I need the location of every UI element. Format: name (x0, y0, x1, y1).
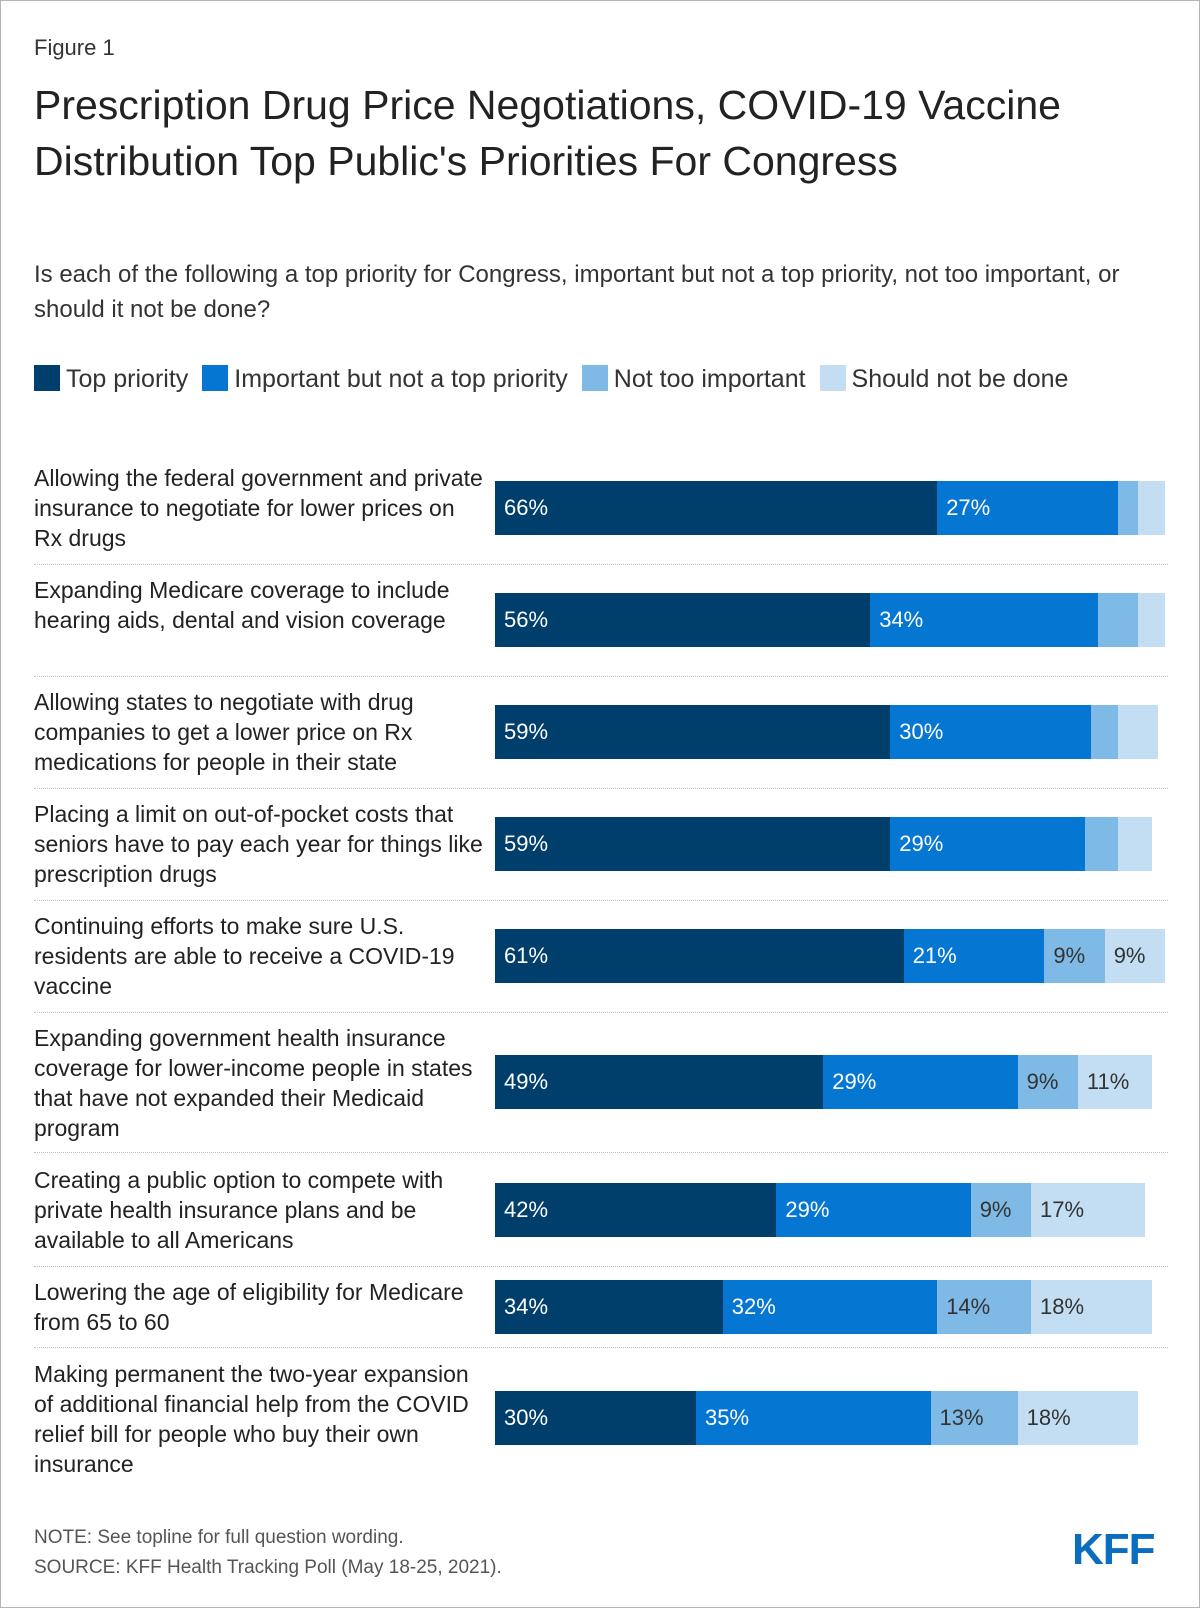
legend-swatch (34, 365, 60, 391)
row-separator (34, 1152, 1168, 1153)
chart-title: Prescription Drug Price Negotiations, CO… (34, 82, 1061, 184)
bar-segment: 42% (495, 1183, 777, 1237)
row-separator (34, 1012, 1168, 1013)
bar-segment: 56% (495, 593, 871, 647)
legend-swatch (819, 365, 846, 391)
bar-segment: 21% (903, 929, 1045, 983)
bar-segment: 35% (696, 1391, 931, 1445)
category-label: Expanding Medicare coverage to include h… (34, 577, 450, 633)
category-label: Creating a public option to compete with… (34, 1167, 444, 1253)
legend-swatch (202, 365, 229, 391)
legend-item: Important but not a top priority (202, 365, 568, 393)
row-separator (34, 1347, 1168, 1348)
bar-segment (1118, 481, 1139, 535)
bar-segment: 34% (870, 593, 1098, 647)
category-label: Expanding government health insurance co… (34, 1025, 473, 1141)
row-separator (34, 564, 1168, 565)
legend-swatch (581, 365, 608, 391)
row-separator (34, 900, 1168, 901)
bar-segment: 29% (823, 1055, 1018, 1109)
bar-segment: 9% (970, 1183, 1031, 1237)
bar-segment: 34% (495, 1280, 723, 1334)
bar-segment: 66% (495, 481, 938, 535)
chart-subtitle: Is each of the following a top priority … (34, 261, 1120, 323)
bar-segment (1091, 705, 1119, 759)
legend-label: Not too important (613, 365, 806, 393)
bar-segment: 61% (495, 929, 904, 983)
bar-segment (1138, 593, 1165, 647)
legend-label: Should not be done (851, 365, 1069, 393)
category-label: Allowing the federal government and priv… (34, 465, 483, 551)
legend-item: Should not be done (819, 365, 1069, 393)
bar-segment: 13% (930, 1391, 1018, 1445)
bar-segment (1138, 481, 1165, 535)
chart-legend: Top priority Important but not a top prio… (34, 359, 1154, 399)
bar-segment: 11% (1077, 1055, 1152, 1109)
category-label: Placing a limit on out-of-pocket costs t… (34, 801, 483, 887)
bar-segment (1118, 817, 1152, 871)
bar-segment: 30% (495, 1391, 696, 1445)
kff-logo: KFF (1072, 1525, 1156, 1574)
source-text: SOURCE: KFF Health Tracking Poll (May 18… (34, 1557, 502, 1578)
bar-segment: 18% (1017, 1391, 1139, 1445)
bar-segment: 59% (495, 817, 891, 871)
note-text: NOTE: See topline for full question word… (34, 1527, 404, 1548)
bar-segment (1098, 593, 1139, 647)
row-separator (34, 788, 1168, 789)
bar-segment: 49% (495, 1055, 824, 1109)
bar-segment: 29% (776, 1183, 971, 1237)
legend-label: Important but not a top priority (234, 365, 568, 393)
bar-segment (1118, 705, 1159, 759)
bar-segment: 18% (1031, 1280, 1152, 1334)
bar-segment: 9% (1104, 929, 1165, 983)
bar-segment (1084, 817, 1119, 871)
category-label: Lowering the age of eligibility for Medi… (34, 1279, 464, 1335)
category-label: Allowing states to negotiate with drug c… (34, 689, 414, 775)
row-separator (34, 1266, 1168, 1267)
bar-segment: 9% (1044, 929, 1105, 983)
footnote: NOTE: See topline for full question word… (34, 1523, 502, 1583)
bar-segment: 30% (890, 705, 1092, 759)
bar-segment: 59% (495, 705, 891, 759)
bar-segment: 17% (1031, 1183, 1145, 1237)
legend-item: Not too important (581, 365, 806, 393)
bar-segment: 27% (937, 481, 1119, 535)
row-separator (34, 676, 1168, 677)
bar-segment: 14% (937, 1280, 1031, 1334)
legend-label: Top priority (66, 365, 189, 393)
figure-label: Figure 1 (34, 35, 115, 60)
category-label: Continuing efforts to make sure U.S. res… (34, 913, 455, 999)
bar-segment: 9% (1017, 1055, 1078, 1109)
category-label: Making permanent the two-year expansion … (34, 1361, 469, 1477)
bar-segment: 29% (890, 817, 1085, 871)
legend-item: Top priority (34, 365, 188, 393)
bar-segment: 32% (722, 1280, 938, 1334)
